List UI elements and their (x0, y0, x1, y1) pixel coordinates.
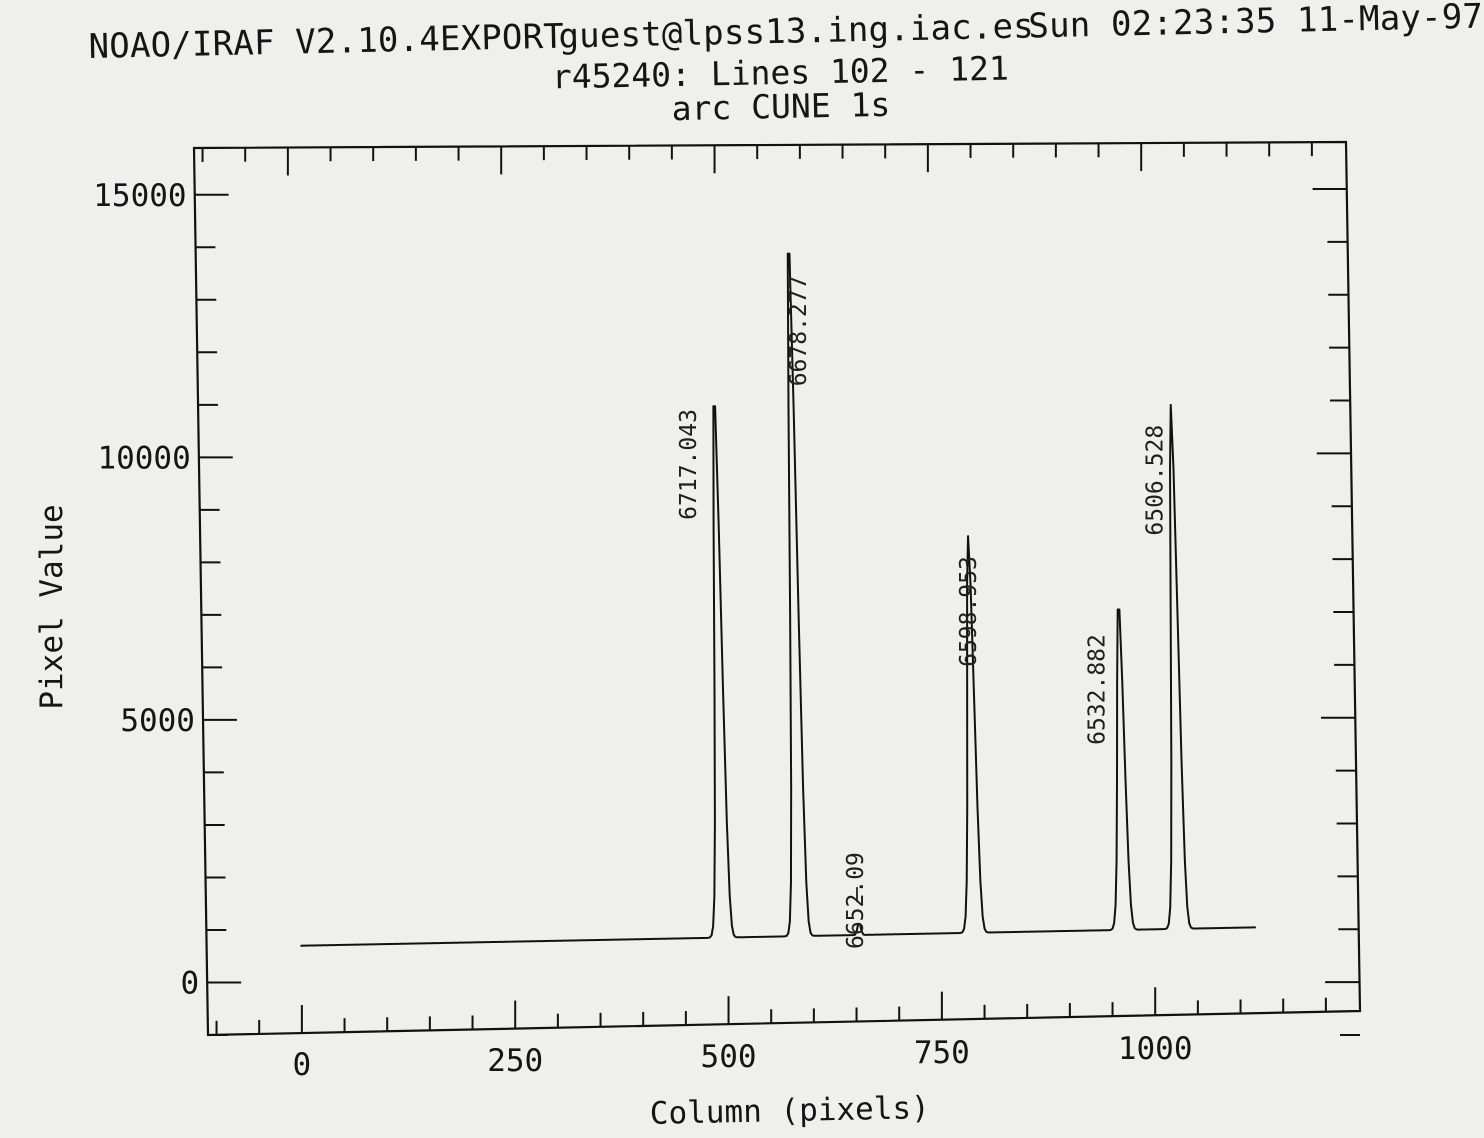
plot-frame (192, 140, 1362, 1037)
peak-label: 6652.09 (843, 852, 869, 949)
x-tick-label: 750 (914, 1035, 970, 1071)
y-tick-label: 15000 (93, 178, 186, 214)
peak-label: 6717.043 (676, 409, 702, 520)
peak-label: 6532.882 (1084, 634, 1110, 745)
peak-label: 6678.277 (786, 276, 812, 387)
y-tick-label: 0 (180, 965, 199, 1001)
peak-label: 6598.953 (956, 556, 982, 667)
x-tick-label: 500 (701, 1039, 757, 1075)
x-tick-label: 0 (293, 1047, 312, 1083)
peak-label: 6506.528 (1143, 425, 1169, 536)
x-axis-label: Column (pixels) (649, 1090, 930, 1132)
spectrum-series-line (300, 252, 1256, 947)
y-axis-label: Pixel Value (34, 504, 70, 709)
y-tick-label: 10000 (97, 440, 190, 476)
x-tick-label: 250 (487, 1043, 543, 1079)
y-tick-label: 5000 (120, 703, 195, 739)
x-tick-label: 1000 (1118, 1031, 1193, 1067)
